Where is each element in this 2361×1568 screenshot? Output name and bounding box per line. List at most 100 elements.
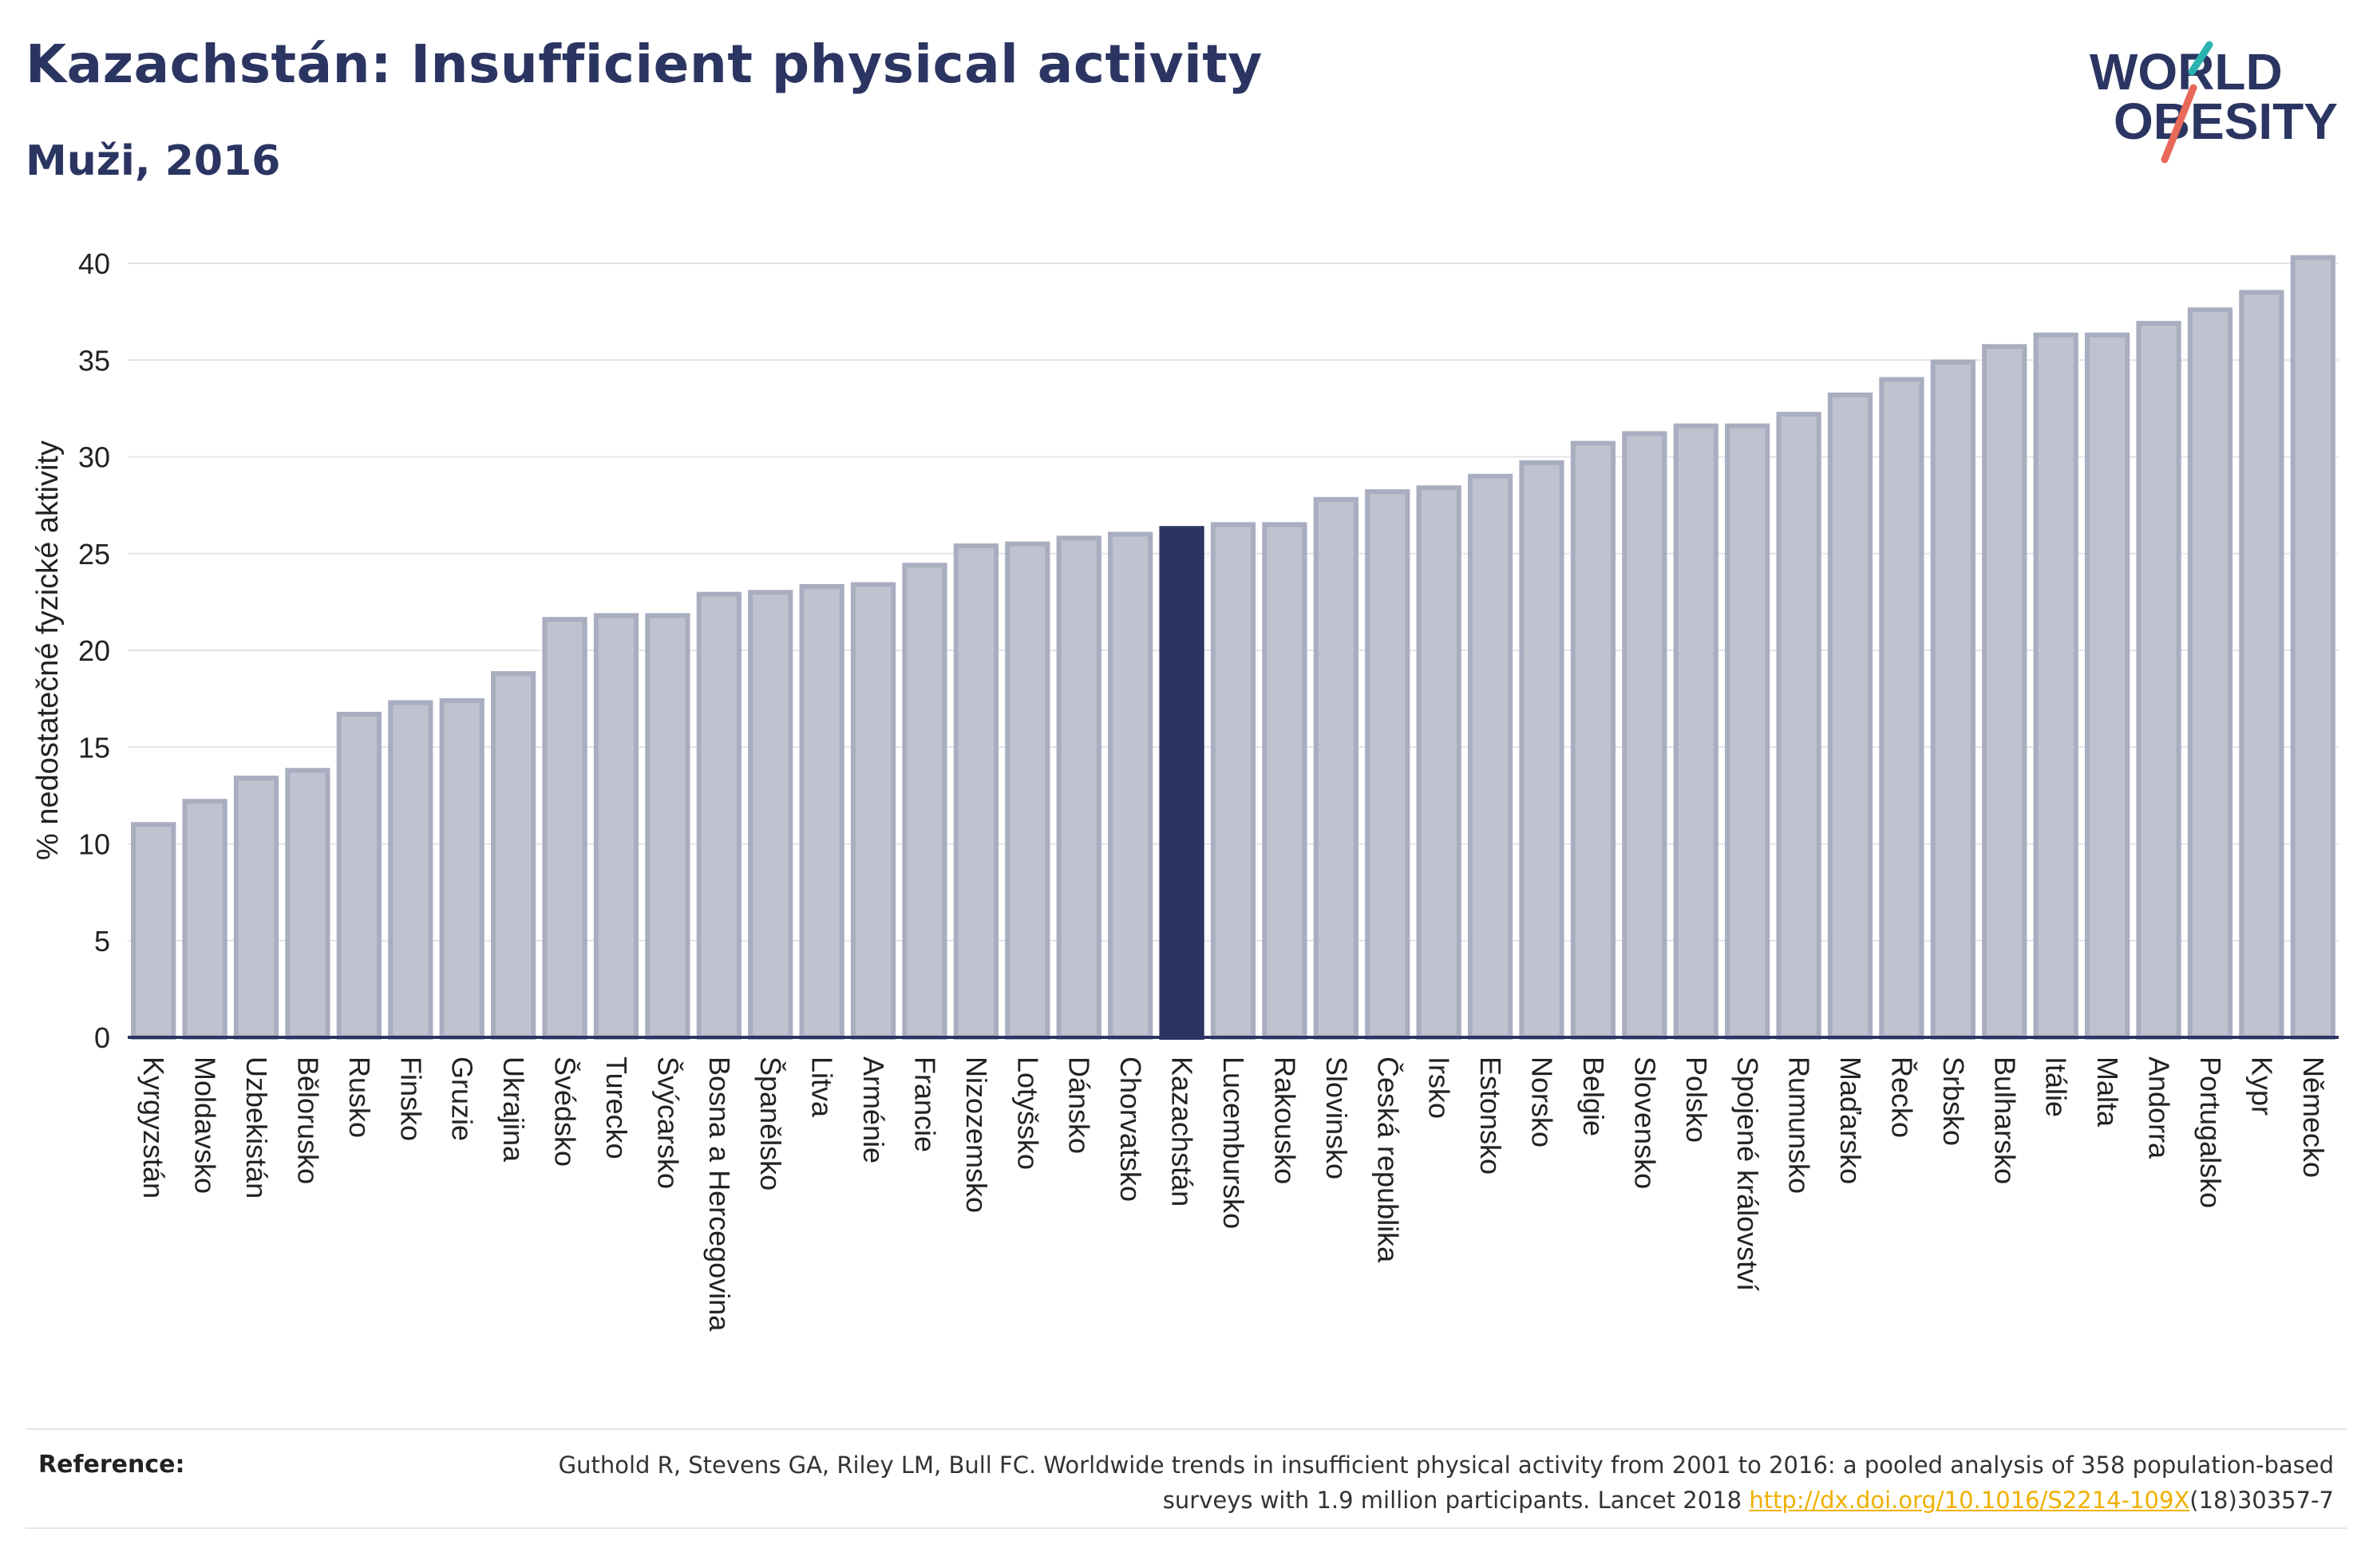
- reference-citation-suffix: (18)30357-7: [2189, 1487, 2334, 1514]
- bar: [850, 582, 896, 1040]
- world-obesity-logo: WORLD OBESITY: [2090, 41, 2338, 164]
- bar-chart: 0 5 10 15 20 25 30 35 40 Kyrgyzstán Moldavsko Uzbe…: [31, 247, 2339, 1332]
- x-tick-label: Česká republika: [1371, 1057, 1404, 1263]
- x-tick-label: Německo: [2297, 1057, 2330, 1178]
- bar: [1930, 359, 1975, 1040]
- y-tick-labels: 0 5 10 15 20 25 30 35 40: [78, 247, 110, 1054]
- y-tick-label: 35: [78, 344, 110, 377]
- x-tick-label: Polsko: [1680, 1057, 1713, 1143]
- x-tick-label: Lucembursko: [1217, 1057, 1250, 1229]
- x-tick-label: Maďarsko: [1834, 1057, 1867, 1184]
- bar: [131, 822, 176, 1040]
- bar: [593, 613, 639, 1040]
- x-tick-label: Kyrgyzstán: [137, 1057, 170, 1199]
- x-tick-label: Lotyšsko: [1011, 1057, 1044, 1170]
- bar: [336, 712, 382, 1041]
- x-tick-label: Norsko: [1526, 1057, 1559, 1147]
- y-tick-label: 25: [78, 538, 110, 571]
- x-tick-label: Uzbekistán: [240, 1057, 273, 1199]
- x-tick-label: Bělorusko: [291, 1057, 324, 1184]
- x-tick-label: Rakousko: [1268, 1057, 1301, 1184]
- reference-label: Reference:: [38, 1451, 185, 1479]
- logo-slash-coral: [2161, 84, 2197, 164]
- bar: [1262, 522, 1307, 1040]
- bar: [1056, 535, 1101, 1040]
- bar: [182, 799, 227, 1041]
- bar: [1365, 489, 1410, 1040]
- logo-slash-teal: [2188, 41, 2213, 76]
- y-tick-label: 40: [78, 247, 110, 280]
- x-tick-label: Rumunsko: [1783, 1057, 1816, 1194]
- bar: [696, 591, 742, 1040]
- bar: [953, 543, 999, 1040]
- bar: [1776, 412, 1821, 1040]
- x-tick-label: Turecko: [600, 1057, 633, 1159]
- bar: [1982, 344, 2027, 1040]
- x-tick-label: Arménie: [857, 1057, 890, 1163]
- bar: [1622, 431, 1667, 1040]
- x-tick-label: Malta: [2091, 1057, 2124, 1128]
- y-tick-label: 0: [94, 1021, 110, 1054]
- chart-subtitle: Muži, 2016: [26, 137, 281, 185]
- reference-doi-link[interactable]: http://dx.doi.org/10.1016/S2214-109X: [1749, 1487, 2190, 1514]
- x-tick-label: Španělsko: [754, 1057, 787, 1191]
- x-tick-label: Bosna a Hercegovina: [703, 1057, 736, 1332]
- bar: [491, 671, 536, 1040]
- x-tick-label: Itálie: [2040, 1057, 2073, 1117]
- bar: [902, 563, 947, 1040]
- x-tick-label: Andorra: [2143, 1057, 2176, 1159]
- bar: [1519, 460, 1564, 1040]
- x-tick-label: Irsko: [1423, 1057, 1456, 1119]
- bar: [2290, 255, 2335, 1041]
- x-tick-label: Chorvatsko: [1114, 1057, 1147, 1202]
- y-tick-label: 10: [78, 828, 110, 861]
- bar: [542, 617, 587, 1040]
- bar: [2239, 290, 2284, 1040]
- y-tick-label: 15: [78, 731, 110, 764]
- bar: [1827, 392, 1873, 1040]
- x-tick-label: Bulharsko: [1988, 1057, 2021, 1184]
- bar: [799, 583, 844, 1040]
- bar: [233, 776, 279, 1040]
- logo-line1: WORLD: [2090, 43, 2283, 101]
- y-tick-label: 30: [78, 441, 110, 474]
- x-tick-label: Spojené království: [1731, 1057, 1764, 1291]
- y-tick-label: 5: [94, 925, 110, 958]
- bar: [1673, 423, 1718, 1040]
- x-tick-label: Gruzie: [446, 1057, 479, 1141]
- y-tick-label: 20: [78, 634, 110, 667]
- bar: [2084, 332, 2130, 1041]
- bar-highlight: [1159, 526, 1204, 1040]
- reference-box: Reference: Guthold R, Stevens GA, Riley …: [26, 1428, 2347, 1529]
- x-tick-label: Švédsko: [549, 1057, 582, 1167]
- bar: [439, 698, 484, 1040]
- x-tick-label: Ukrajina: [497, 1057, 530, 1163]
- bar: [2187, 307, 2233, 1040]
- bar: [1570, 440, 1616, 1040]
- bar: [748, 590, 793, 1040]
- x-tick-label: Belgie: [1577, 1057, 1610, 1136]
- x-tick-label: Slovensko: [1628, 1057, 1661, 1189]
- x-tick-label: Řecko: [1885, 1057, 1918, 1138]
- y-axis-label: % nedostatečné fyzické aktivity: [31, 440, 65, 860]
- reference-text: Guthold R, Stevens GA, Riley LM, Bull FC…: [498, 1448, 2334, 1518]
- x-tick-label: Dánsko: [1063, 1057, 1096, 1154]
- bar: [2033, 332, 2078, 1041]
- bar: [1005, 541, 1050, 1040]
- x-tick-labels: Kyrgyzstán Moldavsko Uzbekistán Bělorusko Ru…: [137, 1057, 2330, 1332]
- x-tick-label: Moldavsko: [189, 1057, 222, 1194]
- bar: [1313, 496, 1358, 1040]
- x-tick-label: Srbsko: [1937, 1057, 1970, 1146]
- chart-title: Kazachstán: Insufficient physical activi…: [26, 34, 1263, 95]
- x-tick-label: Švýcarsko: [651, 1057, 684, 1189]
- x-tick-label: Litva: [806, 1057, 839, 1118]
- x-tick-label: Slovinsko: [1320, 1057, 1353, 1179]
- x-tick-label: Nizozemsko: [960, 1057, 993, 1213]
- bar: [1725, 423, 1770, 1040]
- bar: [1467, 473, 1513, 1040]
- bar: [1210, 522, 1256, 1040]
- x-tick-label: Rusko: [343, 1057, 376, 1138]
- bars: [131, 255, 2335, 1041]
- bar: [2136, 321, 2181, 1040]
- bar: [285, 768, 330, 1040]
